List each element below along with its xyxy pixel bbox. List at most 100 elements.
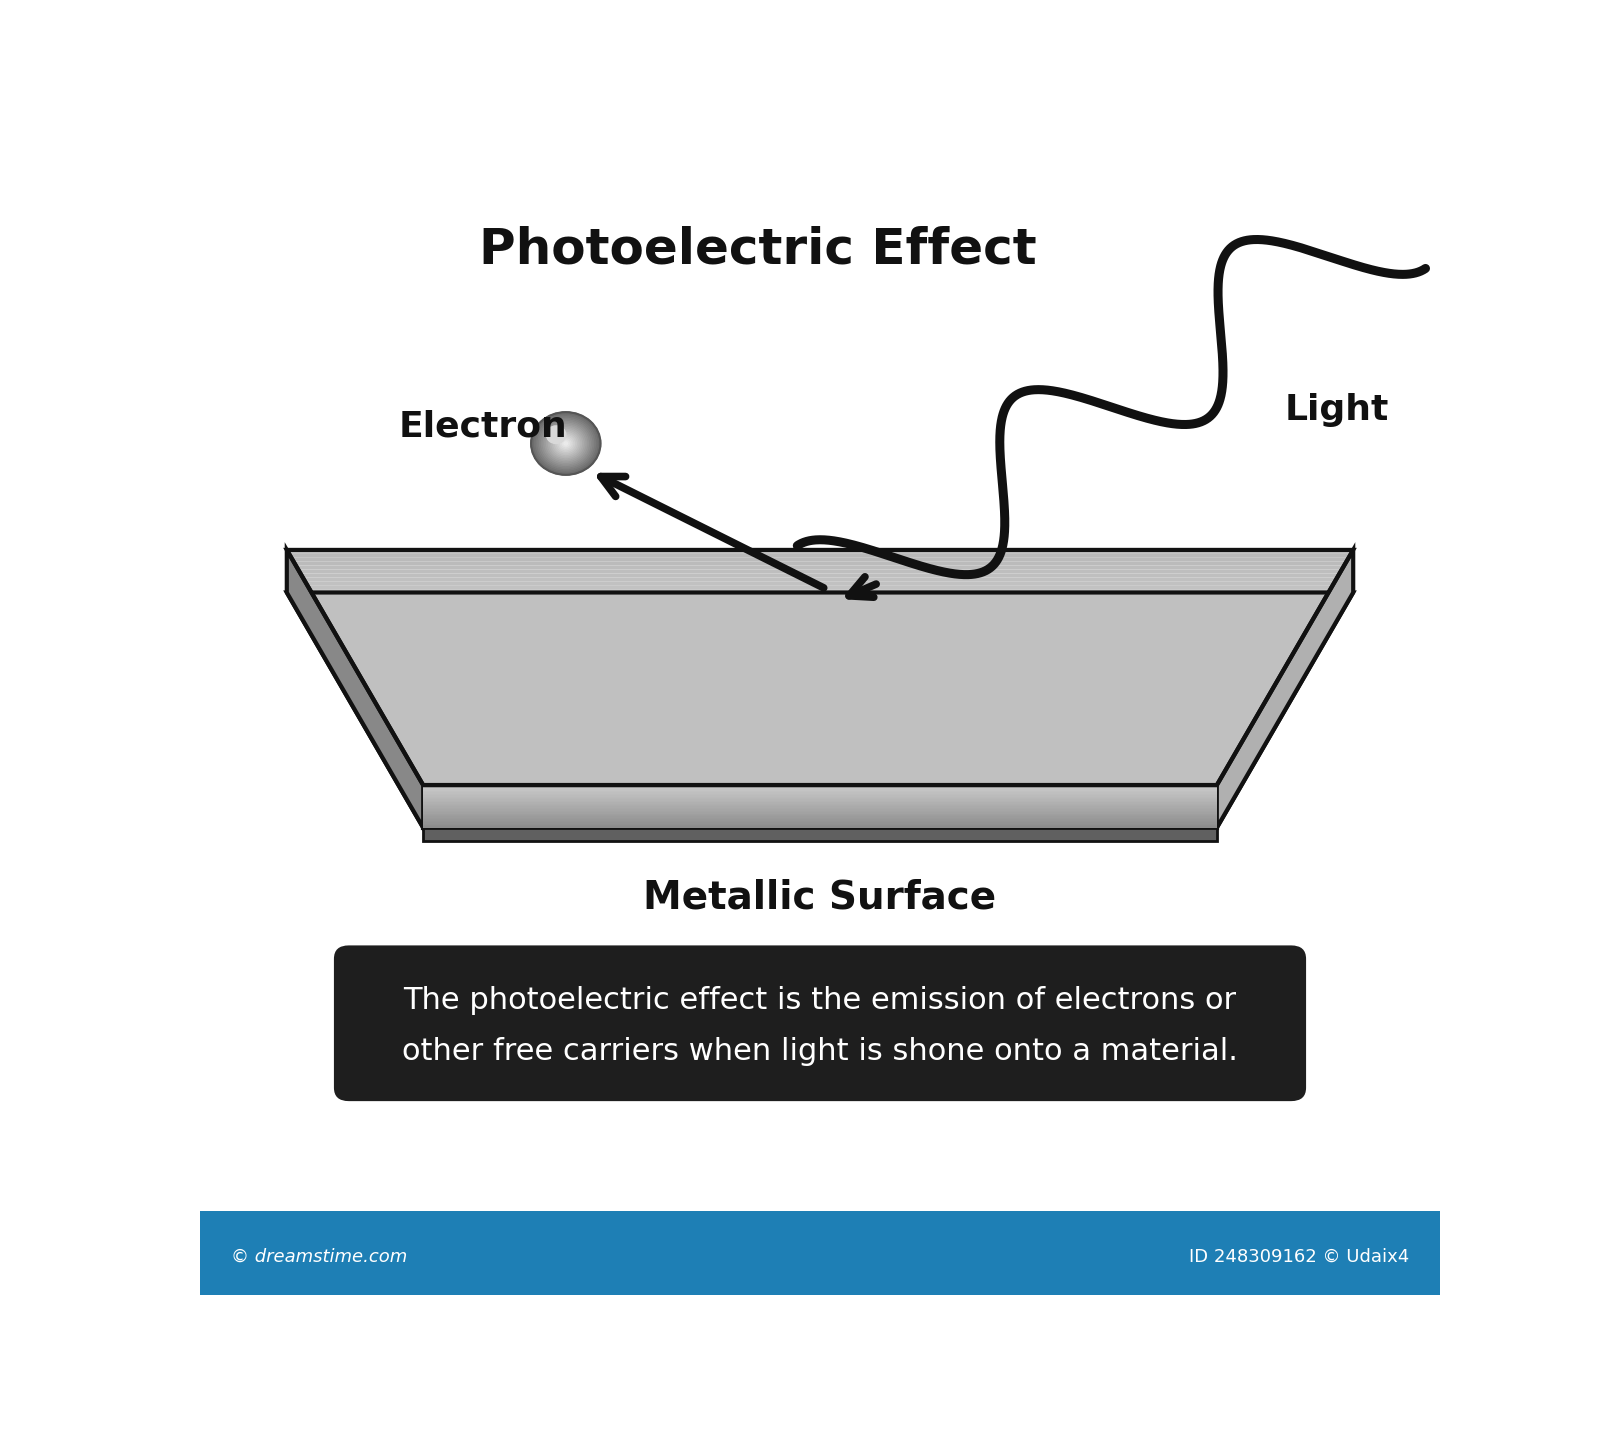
Polygon shape [376,703,1264,707]
Polygon shape [318,605,1322,608]
Polygon shape [382,714,1258,719]
Circle shape [562,441,570,447]
Text: Photoelectric Effect: Photoelectric Effect [478,226,1037,274]
Polygon shape [325,617,1315,620]
Polygon shape [376,703,1264,707]
Polygon shape [382,714,1258,719]
Polygon shape [362,679,1278,684]
Polygon shape [301,573,1339,578]
Polygon shape [330,624,1310,629]
Text: other free carriers when light is shone onto a material.: other free carriers when light is shone … [402,1037,1238,1067]
Circle shape [547,426,586,461]
Polygon shape [394,735,1246,738]
Circle shape [549,428,582,460]
Polygon shape [317,601,1323,605]
Polygon shape [334,633,1306,636]
Text: © dreamstime.com: © dreamstime.com [230,1248,408,1266]
Circle shape [533,413,598,473]
Polygon shape [387,723,1253,726]
Polygon shape [422,786,1216,828]
Polygon shape [366,687,1274,691]
Polygon shape [403,749,1237,754]
Text: Light: Light [1285,393,1389,426]
Circle shape [531,412,600,474]
Polygon shape [296,566,1344,569]
Polygon shape [378,707,1262,710]
Polygon shape [387,723,1253,726]
Polygon shape [323,613,1317,617]
Polygon shape [360,675,1280,679]
Polygon shape [422,828,1216,841]
Polygon shape [398,742,1242,746]
Polygon shape [410,761,1230,765]
Circle shape [541,422,590,466]
Polygon shape [339,640,1301,645]
Polygon shape [405,754,1235,758]
Text: ID 248309162 © Udaix4: ID 248309162 © Udaix4 [1189,1248,1410,1266]
Polygon shape [408,758,1232,761]
Circle shape [557,435,574,451]
Polygon shape [309,589,1331,594]
Polygon shape [378,707,1262,710]
Polygon shape [416,774,1224,777]
Circle shape [555,434,576,453]
Polygon shape [389,726,1251,730]
Polygon shape [395,738,1245,742]
Text: Metallic Surface: Metallic Surface [643,879,997,917]
Polygon shape [365,684,1275,687]
Polygon shape [368,691,1272,695]
Polygon shape [394,735,1246,738]
Polygon shape [368,691,1272,695]
Polygon shape [371,695,1269,698]
Polygon shape [302,578,1338,582]
Polygon shape [414,770,1226,774]
Polygon shape [307,585,1333,589]
Polygon shape [290,554,1350,557]
FancyBboxPatch shape [334,946,1306,1101]
Polygon shape [373,698,1267,703]
Polygon shape [286,592,1354,828]
Polygon shape [384,719,1256,723]
Polygon shape [312,594,1328,597]
Polygon shape [349,656,1291,659]
Circle shape [546,425,587,463]
Polygon shape [294,562,1346,566]
Polygon shape [357,671,1283,675]
Polygon shape [298,569,1342,573]
Circle shape [554,432,578,454]
Polygon shape [333,629,1307,633]
Polygon shape [338,636,1302,640]
Polygon shape [322,608,1318,613]
Polygon shape [346,652,1294,656]
Polygon shape [373,698,1267,703]
Polygon shape [421,781,1219,786]
Polygon shape [419,777,1221,781]
Circle shape [558,436,573,450]
Polygon shape [389,726,1251,730]
Polygon shape [1216,550,1354,828]
Polygon shape [400,746,1240,749]
Circle shape [536,416,595,470]
Circle shape [565,442,568,445]
Polygon shape [291,557,1349,562]
Polygon shape [365,684,1275,687]
Circle shape [560,439,571,448]
Polygon shape [328,620,1312,624]
Polygon shape [371,695,1269,698]
Polygon shape [306,582,1334,585]
Polygon shape [350,659,1290,663]
Circle shape [534,415,597,471]
Polygon shape [352,663,1288,668]
Polygon shape [392,730,1248,735]
Bar [200,1211,1440,1295]
Circle shape [538,419,594,469]
Polygon shape [392,730,1248,735]
Circle shape [546,426,566,444]
Polygon shape [411,765,1229,770]
Circle shape [550,429,581,458]
Polygon shape [344,647,1296,652]
Polygon shape [286,550,422,828]
Polygon shape [381,710,1259,714]
Polygon shape [341,645,1299,647]
Circle shape [552,431,579,455]
